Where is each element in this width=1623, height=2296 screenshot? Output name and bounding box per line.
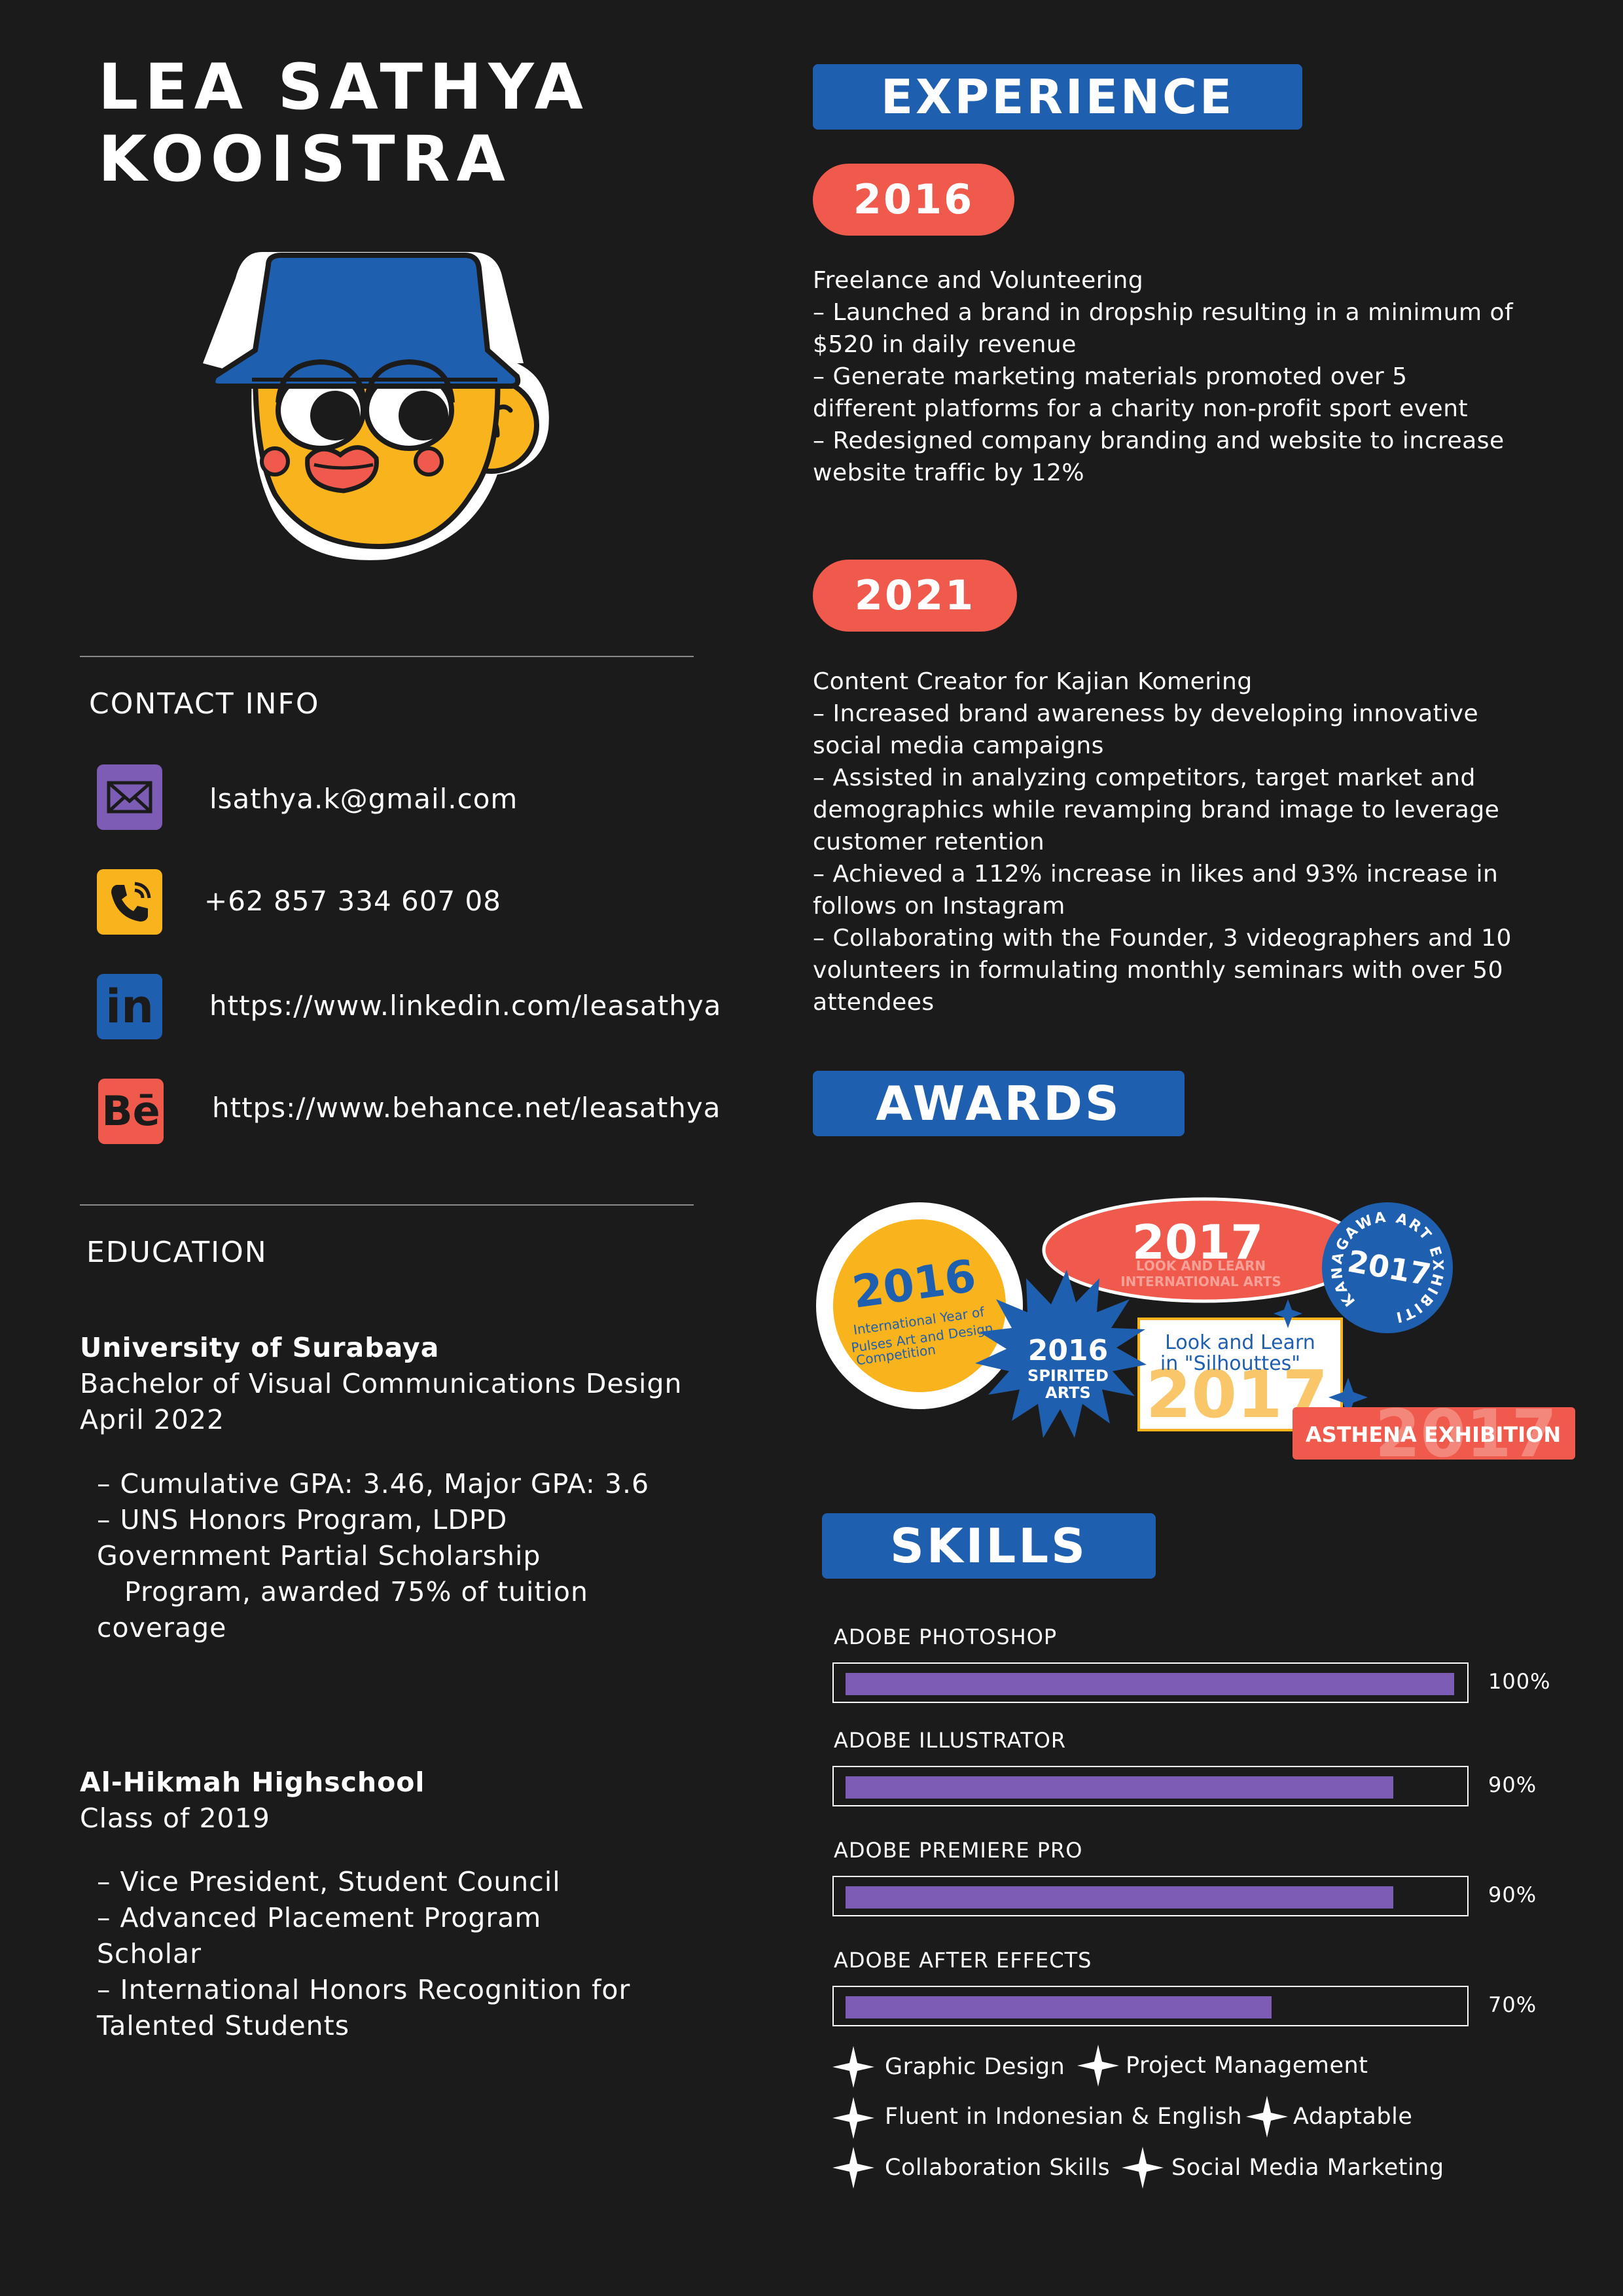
email-link[interactable]: lsathya.k@gmail.com <box>209 783 518 815</box>
award-red-l1: LOOK AND LEARN <box>1136 1258 1266 1274</box>
experience-year-pill: 2021 <box>813 560 1017 632</box>
edu-2-bullet: – Advanced Placement Program <box>97 1902 542 1933</box>
exp-line: $520 in daily revenue <box>813 331 1077 358</box>
skill-bar-track <box>832 1986 1469 2026</box>
award-spirited-l1: SPIRITED <box>1027 1367 1109 1385</box>
skill-bar-track <box>832 1766 1469 1806</box>
exp-line: Freelance and Volunteering <box>813 267 1144 294</box>
award-red-year: 2017 <box>1132 1215 1263 1270</box>
award-look-l2: in "Silhouttes" <box>1160 1352 1300 1375</box>
email-icon <box>97 764 162 830</box>
contact-title: CONTACT INFO <box>89 687 320 721</box>
award-spirited-l2: ARTS <box>1045 1384 1091 1402</box>
skill-label: ADOBE PHOTOSHOP <box>834 1624 1058 1649</box>
exp-line: – Achieved a 112% increase in likes and … <box>813 861 1499 888</box>
skill-percent: 90% <box>1488 1772 1537 1797</box>
experience-banner: EXPERIENCE <box>813 64 1302 130</box>
skill-percent: 90% <box>1488 1882 1537 1907</box>
exp-line: customer retention <box>813 829 1045 855</box>
school-1: University of Surabaya <box>80 1332 440 1363</box>
soft-skill: Project Management <box>1126 2053 1368 2079</box>
behance-icon: Bē <box>98 1079 164 1144</box>
skill-percent: 100% <box>1488 1669 1551 1694</box>
skill-percent: 70% <box>1488 1992 1537 2017</box>
experience-year-pill: 2016 <box>813 164 1014 236</box>
awards-badges: 2016 International Year of Pulses Art an… <box>812 1194 1575 1472</box>
exp-line: different platforms for a charity non-pr… <box>813 395 1469 422</box>
exp-line: Content Creator for Kajian Komering <box>813 668 1253 695</box>
exp-line: volunteers in formulating monthly semina… <box>813 957 1503 984</box>
edu-2-bullet: Talented Students <box>97 2010 350 2041</box>
linkedin-link[interactable]: https://www.linkedin.com/leasathya <box>209 990 722 1022</box>
award-asthena-year: 2017 <box>1375 1395 1557 1472</box>
skill-label: ADOBE AFTER EFFECTS <box>834 1948 1092 1973</box>
divider-education <box>80 1204 694 1206</box>
award-spirited-year: 2016 <box>1028 1334 1108 1367</box>
sparkle-icon <box>832 2147 874 2189</box>
exp-line: demographics while revamping brand image… <box>813 797 1500 823</box>
edu-1-bullet: Program, awarded 75% of tuition <box>124 1576 588 1607</box>
degree-1: Bachelor of Visual Communications Design <box>80 1368 683 1399</box>
soft-skill: Graphic Design <box>885 2054 1065 2080</box>
skill-bar-fill <box>846 1776 1393 1799</box>
soft-skill: Social Media Marketing <box>1171 2155 1444 2181</box>
edu-1-bullet: – Cumulative GPA: 3.46, Major GPA: 3.6 <box>97 1468 650 1499</box>
exp-line: – Increased brand awareness by developin… <box>813 700 1479 727</box>
name-line-1: LEA SATHYA <box>98 50 590 124</box>
education-title: EDUCATION <box>86 1236 268 1269</box>
award-red-l2: INTERNATIONAL ARTS <box>1120 1274 1281 1289</box>
skill-bar-fill <box>846 1886 1393 1909</box>
divider-contact <box>80 656 694 657</box>
behance-link[interactable]: https://www.behance.net/leasathya <box>212 1092 721 1124</box>
exp-line: – Launched a brand in dropship resulting… <box>813 299 1514 326</box>
skill-bar-track <box>832 1876 1469 1916</box>
sparkle-icon <box>1122 2147 1164 2189</box>
award-look-l1: Look and Learn <box>1165 1331 1315 1354</box>
avatar-illustration <box>203 252 549 560</box>
exp-line: social media campaigns <box>813 732 1104 759</box>
skills-banner: SKILLS <box>822 1513 1156 1579</box>
name-line-2: KOOISTRA <box>98 122 512 196</box>
experience-entry-1: Freelance and Volunteering – Launched a … <box>813 264 1585 489</box>
exp-line: – Collaborating with the Founder, 3 vide… <box>813 925 1512 952</box>
skill-bar-fill <box>846 1996 1272 2018</box>
edu-1-bullet: Government Partial Scholarship <box>97 1540 541 1571</box>
skill-label: ADOBE PREMIERE PRO <box>834 1838 1083 1863</box>
skill-label: ADOBE ILLUSTRATOR <box>834 1728 1067 1753</box>
edu-2-bullet: Scholar <box>97 1938 202 1969</box>
skill-bar-fill <box>846 1673 1454 1695</box>
phone-icon <box>97 869 162 935</box>
soft-skill: Adaptable <box>1293 2104 1413 2130</box>
date-1: April 2022 <box>80 1404 225 1435</box>
exp-line: – Generate marketing materials promoted … <box>813 363 1408 390</box>
edu-1-bullet: coverage <box>97 1612 227 1643</box>
soft-skill: Collaboration Skills <box>885 2155 1111 2181</box>
exp-line: – Assisted in analyzing competitors, tar… <box>813 764 1476 791</box>
exp-line: follows on Instagram <box>813 893 1065 920</box>
linkedin-icon: in <box>97 974 162 1039</box>
exp-line: – Redesigned company branding and websit… <box>813 427 1505 454</box>
edu-2-bullet: – International Honors Recognition for <box>97 1974 631 2005</box>
school-2: Al-Hikmah Highschool <box>80 1767 425 1798</box>
sparkle-icon <box>1246 2096 1288 2138</box>
edu-1-bullet: – UNS Honors Program, LDPD <box>97 1504 508 1535</box>
degree-2: Class of 2019 <box>80 1803 270 1834</box>
skill-bar-track <box>832 1662 1469 1703</box>
edu-2-bullet: – Vice President, Student Council <box>97 1866 561 1897</box>
exp-line: attendees <box>813 989 935 1016</box>
experience-entry-2: Content Creator for Kajian Komering – In… <box>813 666 1585 1018</box>
exp-line: website traffic by 12% <box>813 459 1085 486</box>
sparkle-icon <box>1077 2045 1119 2087</box>
sparkle-icon <box>832 2097 874 2139</box>
phone-number: +62 857 334 607 08 <box>204 885 501 917</box>
award-asthena-label: ASTHENA EXHIBITION <box>1306 1422 1561 1447</box>
soft-skill: Fluent in Indonesian & English <box>885 2104 1242 2130</box>
awards-banner: AWARDS <box>813 1071 1185 1136</box>
sparkle-icon <box>832 2046 874 2088</box>
